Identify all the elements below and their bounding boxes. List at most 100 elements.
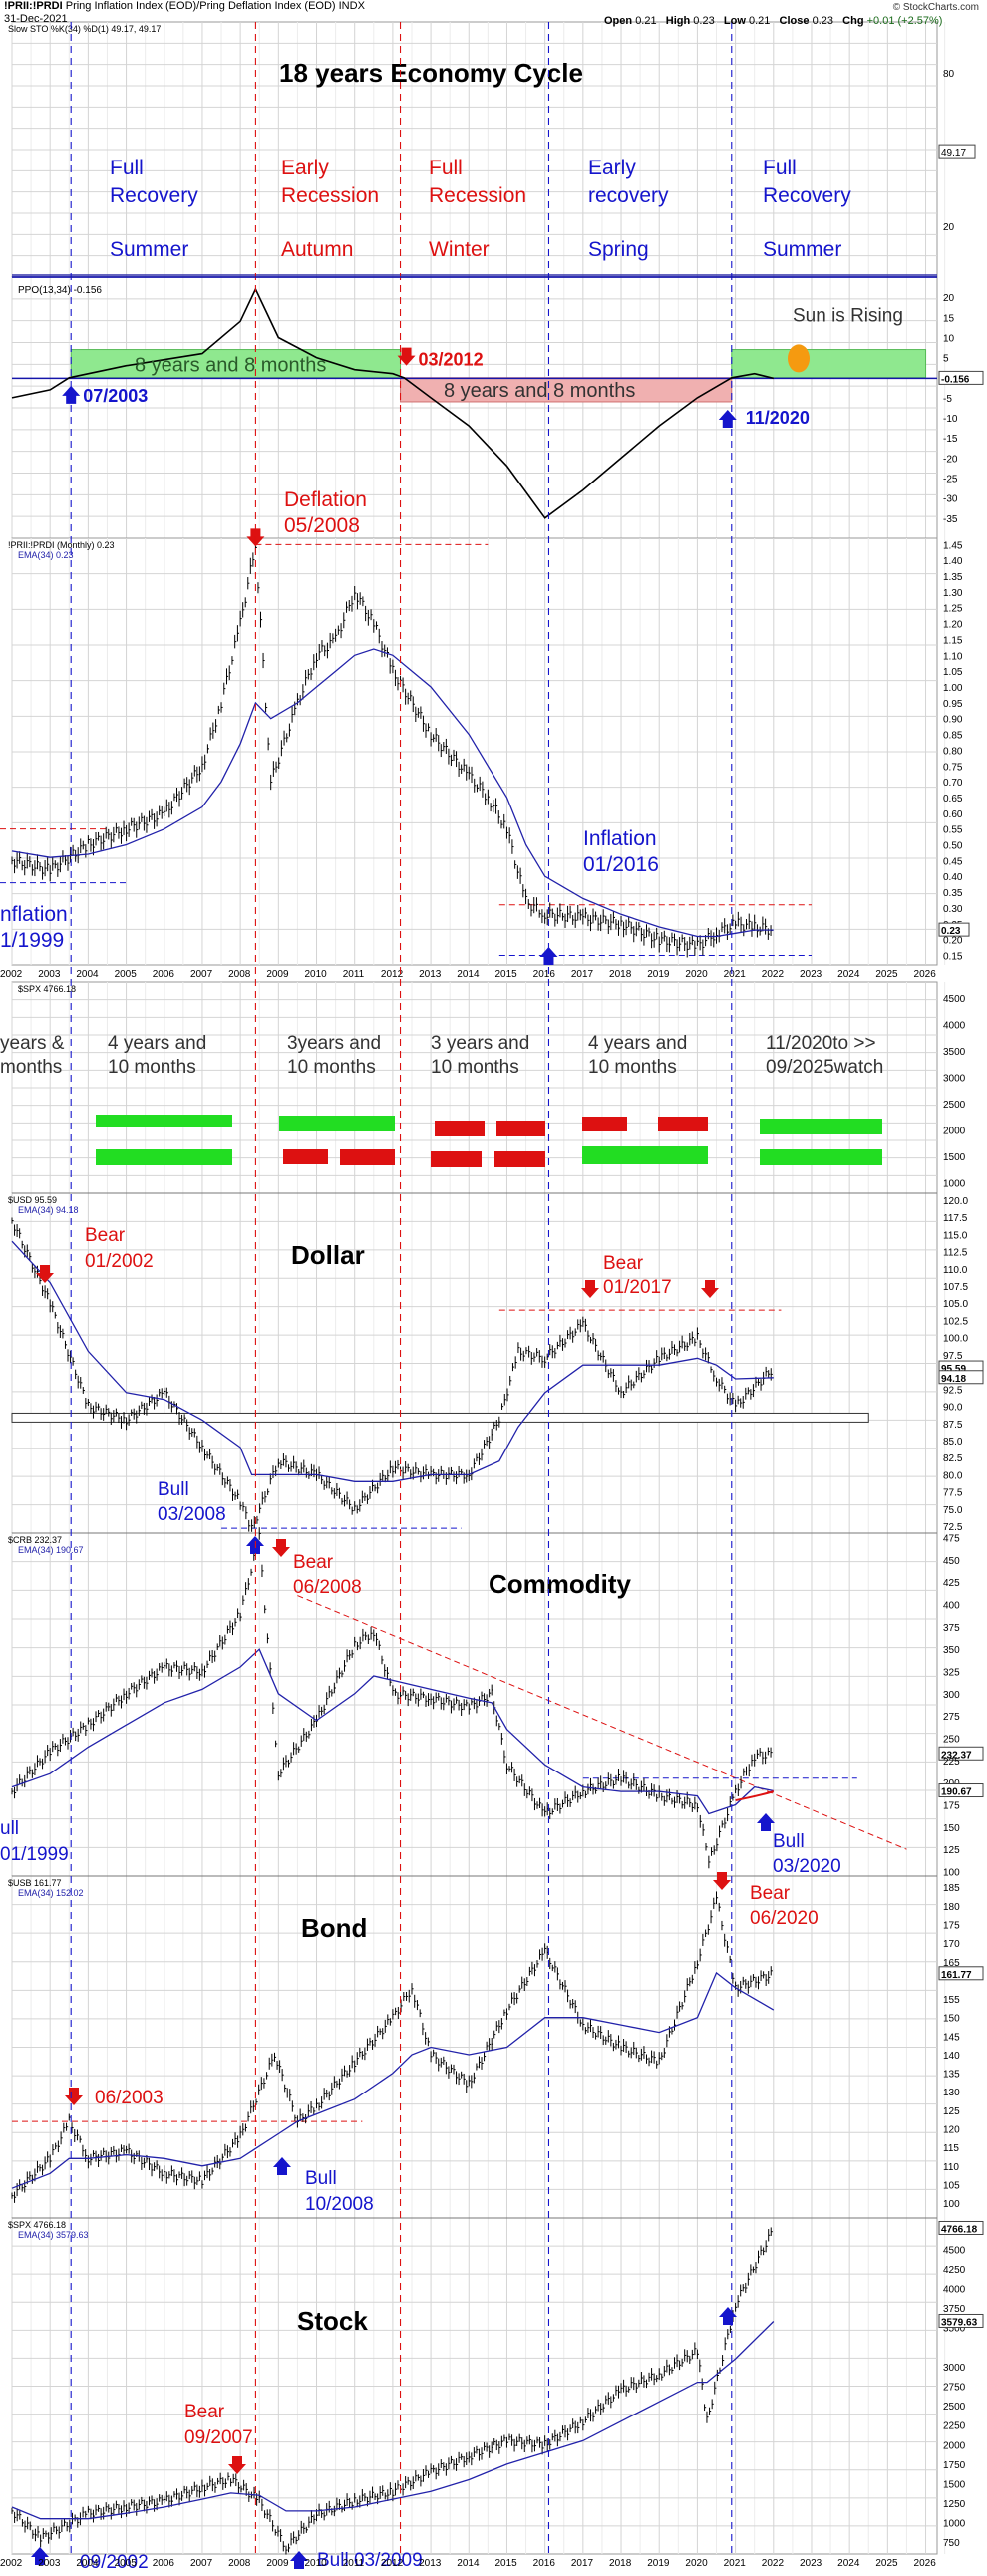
- duration-bar: [96, 1115, 232, 1127]
- y-tick-label: 2500: [943, 2402, 966, 2413]
- y-tick-label: 75.0: [943, 1505, 963, 1516]
- duration-label: 3years and: [287, 1033, 381, 1054]
- y-tick-label: 1.30: [943, 588, 963, 599]
- close-value: 0.23: [812, 15, 833, 27]
- ema-legend: EMA(34) 190.67: [18, 1545, 84, 1555]
- ema-legend: EMA(34) 94.18: [18, 1205, 79, 1215]
- y-tick-label: 120: [943, 2125, 960, 2136]
- ema-legend: EMA(34) 152.02: [18, 1888, 84, 1898]
- annotation: Sun is Rising: [793, 305, 903, 326]
- y-tick-label: 140: [943, 2051, 960, 2062]
- value-tag-box: [938, 2313, 984, 2328]
- y-tick-label: 0.70: [943, 778, 963, 789]
- spx-legend: $SPX 4766.18: [18, 984, 76, 994]
- x-tick-label: 2010: [305, 969, 328, 980]
- y-tick-label: 90.0: [943, 1403, 963, 1414]
- y-tick-label: 1.35: [943, 572, 963, 583]
- panel-title: Bond: [301, 1913, 367, 1943]
- value-tag-box: [938, 370, 984, 385]
- pring-ema: [11, 648, 774, 938]
- bond-price-bars: [11, 1891, 773, 2203]
- duration-bar: [494, 1151, 545, 1167]
- y-tick-label: 190.67: [941, 1787, 972, 1798]
- annotation: 01/2002: [85, 1251, 154, 1272]
- commodity-price-bars: [11, 1527, 773, 1869]
- y-tick-label: 130: [943, 2088, 960, 2098]
- annotation: nflation: [0, 903, 68, 926]
- x-tick-label: 2005: [115, 969, 138, 980]
- y-tick-label: 250: [943, 1735, 960, 1746]
- annotation: Deflation: [284, 488, 367, 511]
- y-tick-label: 0.75: [943, 762, 963, 773]
- x-tick-label: 2006: [153, 2558, 175, 2569]
- y-tick-label: 170: [943, 1939, 960, 1950]
- annotation: Bear: [603, 1253, 644, 1274]
- duration-bar: [496, 1121, 545, 1136]
- annotation: 1/1999: [0, 929, 64, 952]
- y-tick-label: 20: [943, 222, 955, 233]
- annotation: 01/2017: [603, 1277, 672, 1298]
- duration-label: 10 months: [287, 1057, 376, 1078]
- y-tick-label: 115: [943, 2143, 959, 2154]
- annotation: Bull: [773, 1831, 805, 1852]
- x-tick-label: 2021: [724, 2558, 747, 2569]
- y-tick-label: 97.5: [943, 1351, 963, 1362]
- duration-bar: [760, 1149, 882, 1165]
- chart-header: !PRII:!PRDI Pring Inflation Index (EOD)/…: [4, 0, 365, 12]
- y-tick-label: 95.59: [941, 1364, 966, 1375]
- y-tick-label: 0.85: [943, 731, 963, 742]
- phase-label: Early: [588, 157, 636, 179]
- down-arrow: [581, 1280, 599, 1298]
- up-arrow: [719, 2307, 737, 2325]
- y-tick-label: 0.55: [943, 825, 963, 836]
- y-tick-label: 325: [943, 1667, 960, 1678]
- duration-bar: [435, 1121, 485, 1136]
- down-arrow: [701, 1280, 719, 1298]
- x-tick-label: 2010: [305, 2558, 328, 2569]
- y-tick-label: 100: [943, 1868, 960, 1879]
- y-tick-label: 3500: [943, 2324, 966, 2335]
- y-tick-label: 100: [943, 2199, 960, 2210]
- x-tick-label: 2018: [609, 969, 632, 980]
- down-arrow: [713, 1872, 731, 1890]
- y-tick-label: 85.0: [943, 1437, 963, 1448]
- duration-bar: [582, 1117, 627, 1131]
- y-tick-label: 20: [943, 293, 955, 304]
- y-tick-label: 1500: [943, 2479, 966, 2490]
- annotation: Bear: [293, 1552, 334, 1573]
- y-tick-label: 0.60: [943, 809, 963, 820]
- x-tick-label: 2017: [571, 2558, 594, 2569]
- y-tick-label: 3000: [943, 1073, 966, 1084]
- y-tick-label: 120.0: [943, 1196, 968, 1207]
- down-arrow: [65, 2088, 83, 2105]
- annotation: 11/2020: [746, 408, 810, 428]
- y-tick-label: -20: [943, 454, 958, 465]
- down-arrow: [272, 1539, 290, 1557]
- duration-label: 4 years and: [108, 1033, 206, 1054]
- panel-title: Commodity: [489, 1569, 632, 1599]
- open-value: 0.21: [635, 15, 657, 27]
- phase-label: Recovery: [763, 184, 851, 207]
- phase-label: Full: [110, 157, 144, 179]
- band-duration-label: 8 years and 8 months: [444, 380, 635, 402]
- y-tick-label: 107.5: [943, 1282, 968, 1293]
- ema-legend: EMA(34) 3579.63: [18, 2230, 89, 2240]
- y-tick-label: 105: [943, 2180, 960, 2191]
- y-tick-label: 4000: [943, 1020, 966, 1031]
- duration-label: 3 years and: [431, 1033, 529, 1054]
- high-value: 0.23: [693, 15, 715, 27]
- y-tick-label: -10: [943, 414, 958, 425]
- y-tick-label: 175: [943, 1920, 960, 1931]
- phase-season: Summer: [110, 238, 188, 261]
- duration-label: years &: [0, 1033, 65, 1054]
- chart-title: 18 years Economy Cycle: [279, 58, 583, 88]
- y-tick-label: 300: [943, 1690, 960, 1701]
- phase-label: Full: [763, 157, 797, 179]
- stock-legend: $SPX 4766.18: [8, 2220, 66, 2230]
- x-tick-label: 2022: [762, 2558, 785, 2569]
- x-tick-label: 2025: [875, 2558, 898, 2569]
- y-tick-label: 3579.63: [941, 2317, 978, 2328]
- panel-title: Dollar: [291, 1240, 365, 1270]
- y-tick-label: 150: [943, 2014, 960, 2025]
- x-tick-label: 2003: [38, 2558, 61, 2569]
